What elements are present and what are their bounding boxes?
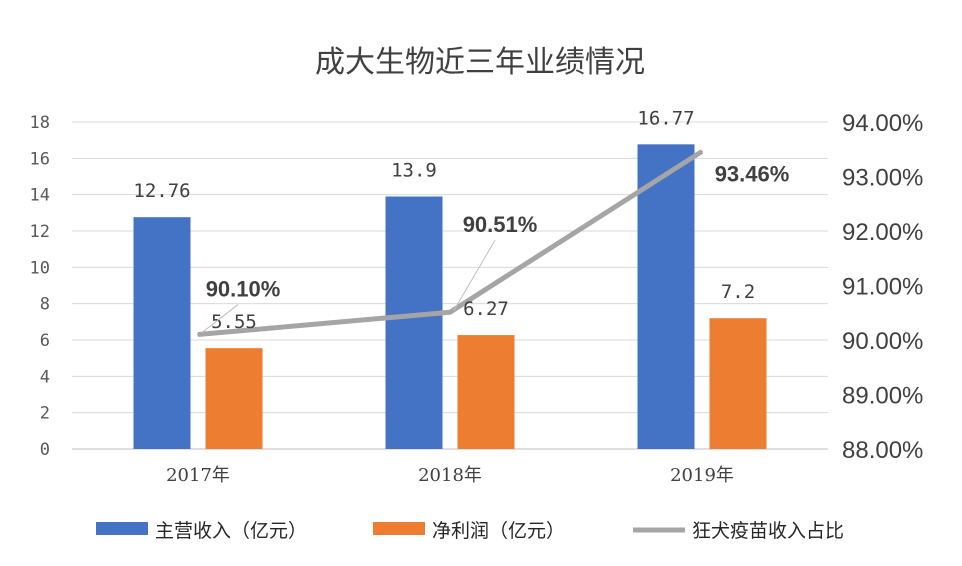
right-tick-label: 88.00% xyxy=(842,437,923,464)
chart-title: 成大生物近三年业绩情况 xyxy=(315,45,645,80)
left-tick-label: 18 xyxy=(30,113,50,133)
right-tick-label: 93.00% xyxy=(842,165,923,192)
left-tick-label: 12 xyxy=(30,222,50,242)
right-tick-label: 89.00% xyxy=(842,383,923,410)
legend-share: 狂犬疫苗收入占比 xyxy=(692,520,844,542)
data-labels: 12.76 13.9 16.77 5.55 6.27 7.2 90.10% 90.51% 93.… xyxy=(133,107,789,333)
share-leader-line xyxy=(201,304,239,333)
legend-swatch-profit xyxy=(373,522,425,535)
right-tick-label: 90.00% xyxy=(842,328,923,355)
left-tick-label: 16 xyxy=(30,149,50,169)
left-tick-label: 0 xyxy=(40,440,50,460)
share-label: 90.51% xyxy=(463,212,538,237)
profit-bar xyxy=(457,335,515,449)
share-point xyxy=(701,150,703,153)
share-leader-line xyxy=(453,239,496,311)
share-label: 90.10% xyxy=(206,277,281,302)
profit-bar xyxy=(709,318,767,449)
left-tick-label: 4 xyxy=(40,367,50,387)
share-line-path xyxy=(197,149,704,338)
right-tick-label: 92.00% xyxy=(842,219,923,246)
share-point xyxy=(197,333,199,336)
left-axis: 0 2 4 6 8 10 12 14 16 18 xyxy=(30,113,50,460)
legend-profit: 净利润（亿元） xyxy=(432,520,565,542)
gridlines xyxy=(72,121,828,450)
right-axis: 88.00% 89.00% 90.00% 91.00% 92.00% 93.00% 94.0… xyxy=(842,110,923,464)
left-tick-label: 8 xyxy=(40,295,50,315)
category-label: 2018年 xyxy=(418,465,482,486)
left-tick-label: 14 xyxy=(30,186,50,206)
revenue-bar xyxy=(637,144,695,449)
left-tick-label: 6 xyxy=(40,331,50,351)
share-line xyxy=(197,149,704,338)
left-tick-label: 10 xyxy=(30,258,50,278)
category-label: 2019年 xyxy=(670,465,734,486)
legend-revenue: 主营收入（亿元） xyxy=(155,520,307,542)
revenue-bar xyxy=(385,196,443,449)
bars xyxy=(133,144,767,449)
right-tick-label: 91.00% xyxy=(842,274,923,301)
profit-label: 6.27 xyxy=(463,298,509,320)
category-axis: 2017年 2018年 2019年 xyxy=(166,465,734,486)
share-label: 93.46% xyxy=(715,161,790,186)
left-tick-label: 2 xyxy=(40,404,50,424)
profit-label: 5.55 xyxy=(211,311,257,333)
revenue-label: 12.76 xyxy=(133,180,190,202)
profit-label: 7.2 xyxy=(721,281,755,303)
profit-bar xyxy=(205,348,263,449)
right-tick-label: 94.00% xyxy=(842,110,923,137)
revenue-label: 16.77 xyxy=(637,107,694,129)
revenue-label: 13.9 xyxy=(391,159,437,181)
category-label: 2017年 xyxy=(166,465,230,486)
share-point xyxy=(449,311,451,314)
legend: 主营收入（亿元） 净利润（亿元） 狂犬疫苗收入占比 xyxy=(96,520,844,542)
legend-swatch-revenue xyxy=(96,522,148,535)
revenue-bar xyxy=(133,217,191,449)
